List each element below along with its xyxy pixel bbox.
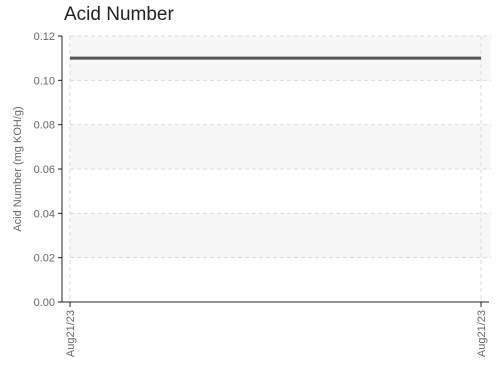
grid-lines (69, 35, 491, 302)
y-tick-label: 0.00 (34, 297, 55, 309)
y-tick-label: 0.02 (34, 253, 55, 265)
y-axis-title: Acid Number (mg KOH/g) (12, 106, 24, 231)
grid-band (70, 213, 491, 258)
x-tick-label: Aug21/23 (476, 310, 488, 357)
y-tick-label: 0.04 (34, 208, 55, 220)
y-ticks: 0.00 0.02 0.04 0.06 0.08 0.10 0.12 (34, 31, 62, 309)
background-bands (70, 36, 491, 258)
y-tick-label: 0.12 (34, 31, 55, 43)
x-ticks: Aug21/23 Aug21/23 (65, 302, 488, 357)
y-tick-label: 0.06 (34, 164, 55, 176)
x-tick-label: Aug21/23 (65, 310, 77, 357)
y-tick-label: 0.08 (34, 120, 55, 132)
grid-band (70, 124, 491, 169)
chart-title: Acid Number (64, 4, 174, 25)
y-tick-label: 0.10 (34, 75, 55, 87)
